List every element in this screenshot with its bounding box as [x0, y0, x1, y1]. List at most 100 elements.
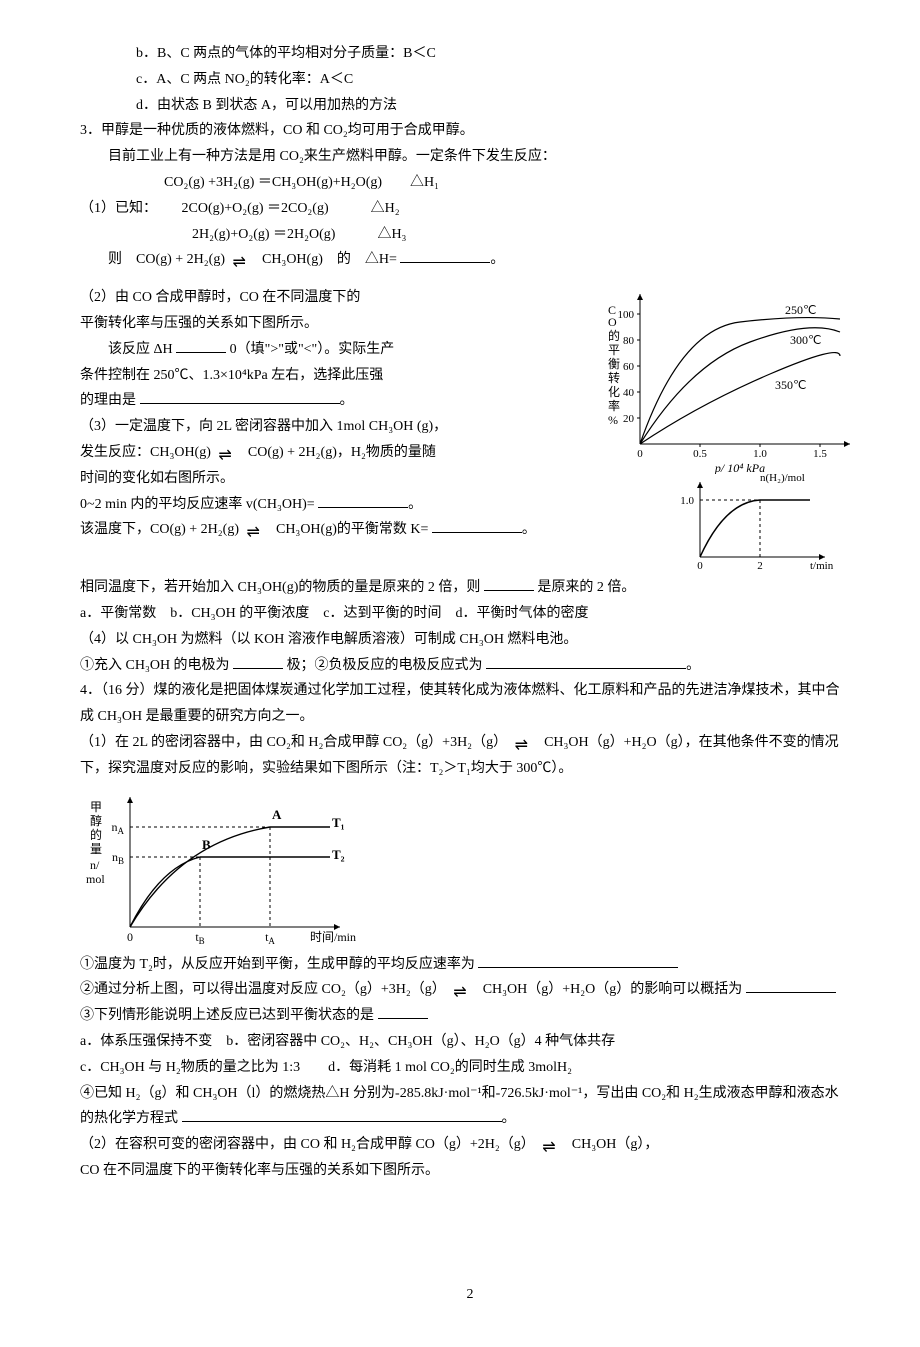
- blank-rate[interactable]: [318, 493, 408, 508]
- svg-text:t/min: t/min: [810, 560, 834, 572]
- svg-text:率: 率: [608, 398, 620, 413]
- svg-text:n(H₂)/mol: n(H₂)/mol: [760, 474, 805, 484]
- svg-text:甲: 甲: [90, 800, 102, 814]
- svg-text:mol: mol: [86, 872, 105, 886]
- svg-text:0: 0: [637, 448, 643, 460]
- svg-text:20: 20: [623, 413, 635, 425]
- svg-text:0: 0: [127, 930, 133, 944]
- q4-opt-cd: c．CH₃OH 与 H₂物质的量之比为 1:3 d．每消耗 1 mol CO₂的…: [80, 1056, 860, 1080]
- q4-p2-c: CO 在不同温度下的平衡转化率与压强的关系如下图所示。: [80, 1159, 860, 1183]
- blank-electrode[interactable]: [233, 654, 283, 669]
- svg-text:tA: tA: [265, 930, 275, 946]
- svg-text:平: 平: [608, 343, 620, 357]
- q3-rxn-b: 2H₂(g)+O₂(g) ＝2H₂O(g) △H₃: [80, 223, 860, 247]
- blank-2x[interactable]: [484, 576, 534, 591]
- svg-text:250℃: 250℃: [785, 303, 816, 317]
- blank-dH[interactable]: [400, 248, 490, 263]
- blank-reason[interactable]: [140, 389, 340, 404]
- page-number: 2: [80, 1283, 860, 1307]
- blank-avg-rate[interactable]: [478, 953, 678, 968]
- svg-text:衡: 衡: [608, 357, 620, 371]
- svg-text:转: 转: [608, 370, 620, 385]
- svg-text:100: 100: [618, 309, 635, 321]
- svg-text:1.0: 1.0: [753, 448, 767, 460]
- chart-methanol-vs-time: A B T₁ T₂ nA nB tB tA 0 时间/min 甲醇 的量 n/m…: [80, 787, 360, 947]
- svg-text:醇: 醇: [90, 813, 102, 828]
- q3-p3-l1: （3）一定温度下，向 2L 密闭容器中加入 1mol CH₃OH (g)，: [80, 415, 580, 439]
- equilibrium-arrow-icon: [449, 985, 479, 995]
- q4-p1-b: CH₃OH（g）+H₂O（g），在其他条件不变的情况: [544, 735, 839, 750]
- q3-rxn-a: 2CO(g)+O₂(g) ＝2CO₂(g) △H₂: [182, 201, 400, 216]
- blank-dH-sign[interactable]: [176, 338, 226, 353]
- blank-electrode-rxn[interactable]: [486, 654, 686, 669]
- q4-sub3: ③下列情形能说明上述反应已达到平衡状态的是: [80, 1008, 374, 1023]
- q3-two-col: （2）由 CO 合成甲醇时，CO 在不同温度下的 平衡转化率与压强的关系如下图所…: [80, 284, 860, 574]
- q3-p3-l2a: 发生反应：CH₃OH(g): [80, 445, 211, 460]
- q3-stem: 3．甲醇是一种优质的液体燃料，CO 和 CO₂均可用于合成甲醇。: [80, 119, 860, 143]
- q3-p2-l1: （2）由 CO 合成甲醇时，CO 在不同温度下的: [80, 286, 580, 310]
- svg-text:0.5: 0.5: [693, 448, 707, 460]
- q4-p1-c: 下，探究温度对反应的影响，实验结果如下图所示（注：T₂＞T₁均大于 300℃）。: [80, 757, 860, 781]
- q4-sub4a: ④已知 H₂（g）和 CH₃OH（l）的燃烧热△H 分别为-285.8kJ·mo…: [80, 1082, 860, 1106]
- q2-opt-b: b．B、C 两点的气体的平均相对分子质量：B＜C: [80, 42, 860, 66]
- q3-p3-l5a: 该温度下，CO(g) + 2H₂(g): [80, 522, 239, 537]
- svg-text:B: B: [202, 837, 211, 852]
- equilibrium-arrow-icon: [511, 738, 541, 748]
- svg-text:的: 的: [90, 827, 102, 842]
- blank-summary[interactable]: [746, 978, 836, 993]
- svg-text:300℃: 300℃: [790, 333, 821, 347]
- svg-text:n/: n/: [90, 858, 100, 872]
- svg-text:60: 60: [623, 361, 635, 373]
- q3-p1-intro: （1）已知：: [80, 201, 157, 216]
- q3-stem2: 目前工业上有一种方法是用 CO₂来生产燃料甲醇。一定条件下发生反应：: [80, 145, 860, 169]
- blank-K[interactable]: [432, 518, 522, 533]
- svg-text:2: 2: [757, 560, 763, 572]
- q3-p2-l3a: 该反应 ΔH: [80, 342, 173, 357]
- chart-co-conversion: 20 40 60 80 100 0 0.5 1.0 1.5: [590, 284, 860, 474]
- q3-p4-l1: （4）以 CH₃OH 为燃料（以 KOH 溶液作电解质溶液）可制成 CH₃OH …: [80, 628, 860, 652]
- equilibrium-arrow-icon: [538, 1140, 568, 1150]
- svg-text:量: 量: [90, 842, 102, 856]
- equilibrium-arrow-icon: [228, 255, 258, 265]
- q3-p3-l6b: 是原来的 2 倍。: [537, 580, 635, 595]
- q2-opt-c: c．A、C 两点 NO₂的转化率：A＜C: [80, 68, 860, 92]
- q4-p2-b: CH₃OH（g），: [572, 1137, 659, 1152]
- q3-p3-l5b: CH₃OH(g)的平衡常数 K=: [276, 522, 428, 537]
- svg-text:T₂: T₂: [332, 847, 345, 862]
- q3-rxn-main: CO₂(g) +3H₂(g) ＝CH₃OH(g)+H₂O(g) △H₁: [80, 171, 860, 195]
- svg-text:nB: nB: [112, 850, 124, 866]
- chart-n-h2: 1.0 0 2 t/min n(H₂)/mol: [670, 474, 840, 574]
- svg-text:80: 80: [623, 335, 635, 347]
- q3-p1-q-post: CH₃OH(g) 的 △H=: [262, 252, 397, 267]
- q4-p2-a: （2）在容积可变的密闭容器中，由 CO 和 H₂合成甲醇 CO（g）+2H₂（g…: [80, 1137, 535, 1152]
- svg-text:nA: nA: [112, 820, 125, 836]
- q4-stem-a: 4．（16 分）煤的液化是把固体煤炭通过化学加工过程，使其转化成为液体燃料、化工…: [80, 679, 860, 703]
- svg-text:tB: tB: [195, 930, 204, 946]
- q3-p4-l2a: ①充入 CH₃OH 的电极为: [80, 658, 230, 673]
- equilibrium-arrow-icon: [242, 525, 272, 535]
- q3-p3-l4: 0~2 min 内的平均反应速率 v(CH₃OH)=: [80, 497, 315, 512]
- q4-sub4b: 的热化学方程式: [80, 1111, 178, 1126]
- svg-text:的: 的: [608, 328, 620, 343]
- svg-text:时间/min: 时间/min: [310, 930, 356, 944]
- svg-text:%: %: [608, 413, 618, 427]
- q3-p1-q-pre: 则 CO(g) + 2H₂(g): [108, 252, 225, 267]
- blank-thermo-eq[interactable]: [182, 1107, 502, 1122]
- q3-p2-l2: 平衡转化率与压强的关系如下图所示。: [80, 312, 580, 336]
- blank-eq-choice[interactable]: [378, 1004, 428, 1019]
- svg-text:A: A: [272, 807, 282, 822]
- q4-sub2a: ②通过分析上图，可以得出温度对反应 CO₂（g）+3H₂（g）: [80, 982, 446, 997]
- q3-p2-l3b: 0（填">"或"<"）。实际生产: [230, 342, 395, 357]
- q4-stem-b: 成 CH₃OH 是最重要的研究方向之一。: [80, 705, 860, 729]
- svg-text:0: 0: [697, 560, 703, 572]
- q3-p3-opts: a．平衡常数 b．CH₃OH 的平衡浓度 c．达到平衡的时间 d．平衡时气体的密…: [80, 602, 860, 626]
- svg-text:350℃: 350℃: [775, 378, 806, 392]
- q3-p3-l3: 时间的变化如右图所示。: [80, 467, 580, 491]
- svg-text:T₁: T₁: [332, 815, 345, 830]
- svg-text:40: 40: [623, 387, 635, 399]
- svg-text:1.0: 1.0: [680, 495, 694, 507]
- q2-opt-d: d．由状态 B 到状态 A，可以用加热的方法: [80, 94, 860, 118]
- q4-sub1: ①温度为 T₂时，从反应开始到平衡，生成甲醇的平均反应速率为: [80, 957, 475, 972]
- q4-p1-a: （1）在 2L 的密闭容器中，由 CO₂和 H₂合成甲醇 CO₂（g）+3H₂（…: [80, 735, 507, 750]
- svg-text:p/ 10⁴ kPa: p/ 10⁴ kPa: [714, 461, 765, 474]
